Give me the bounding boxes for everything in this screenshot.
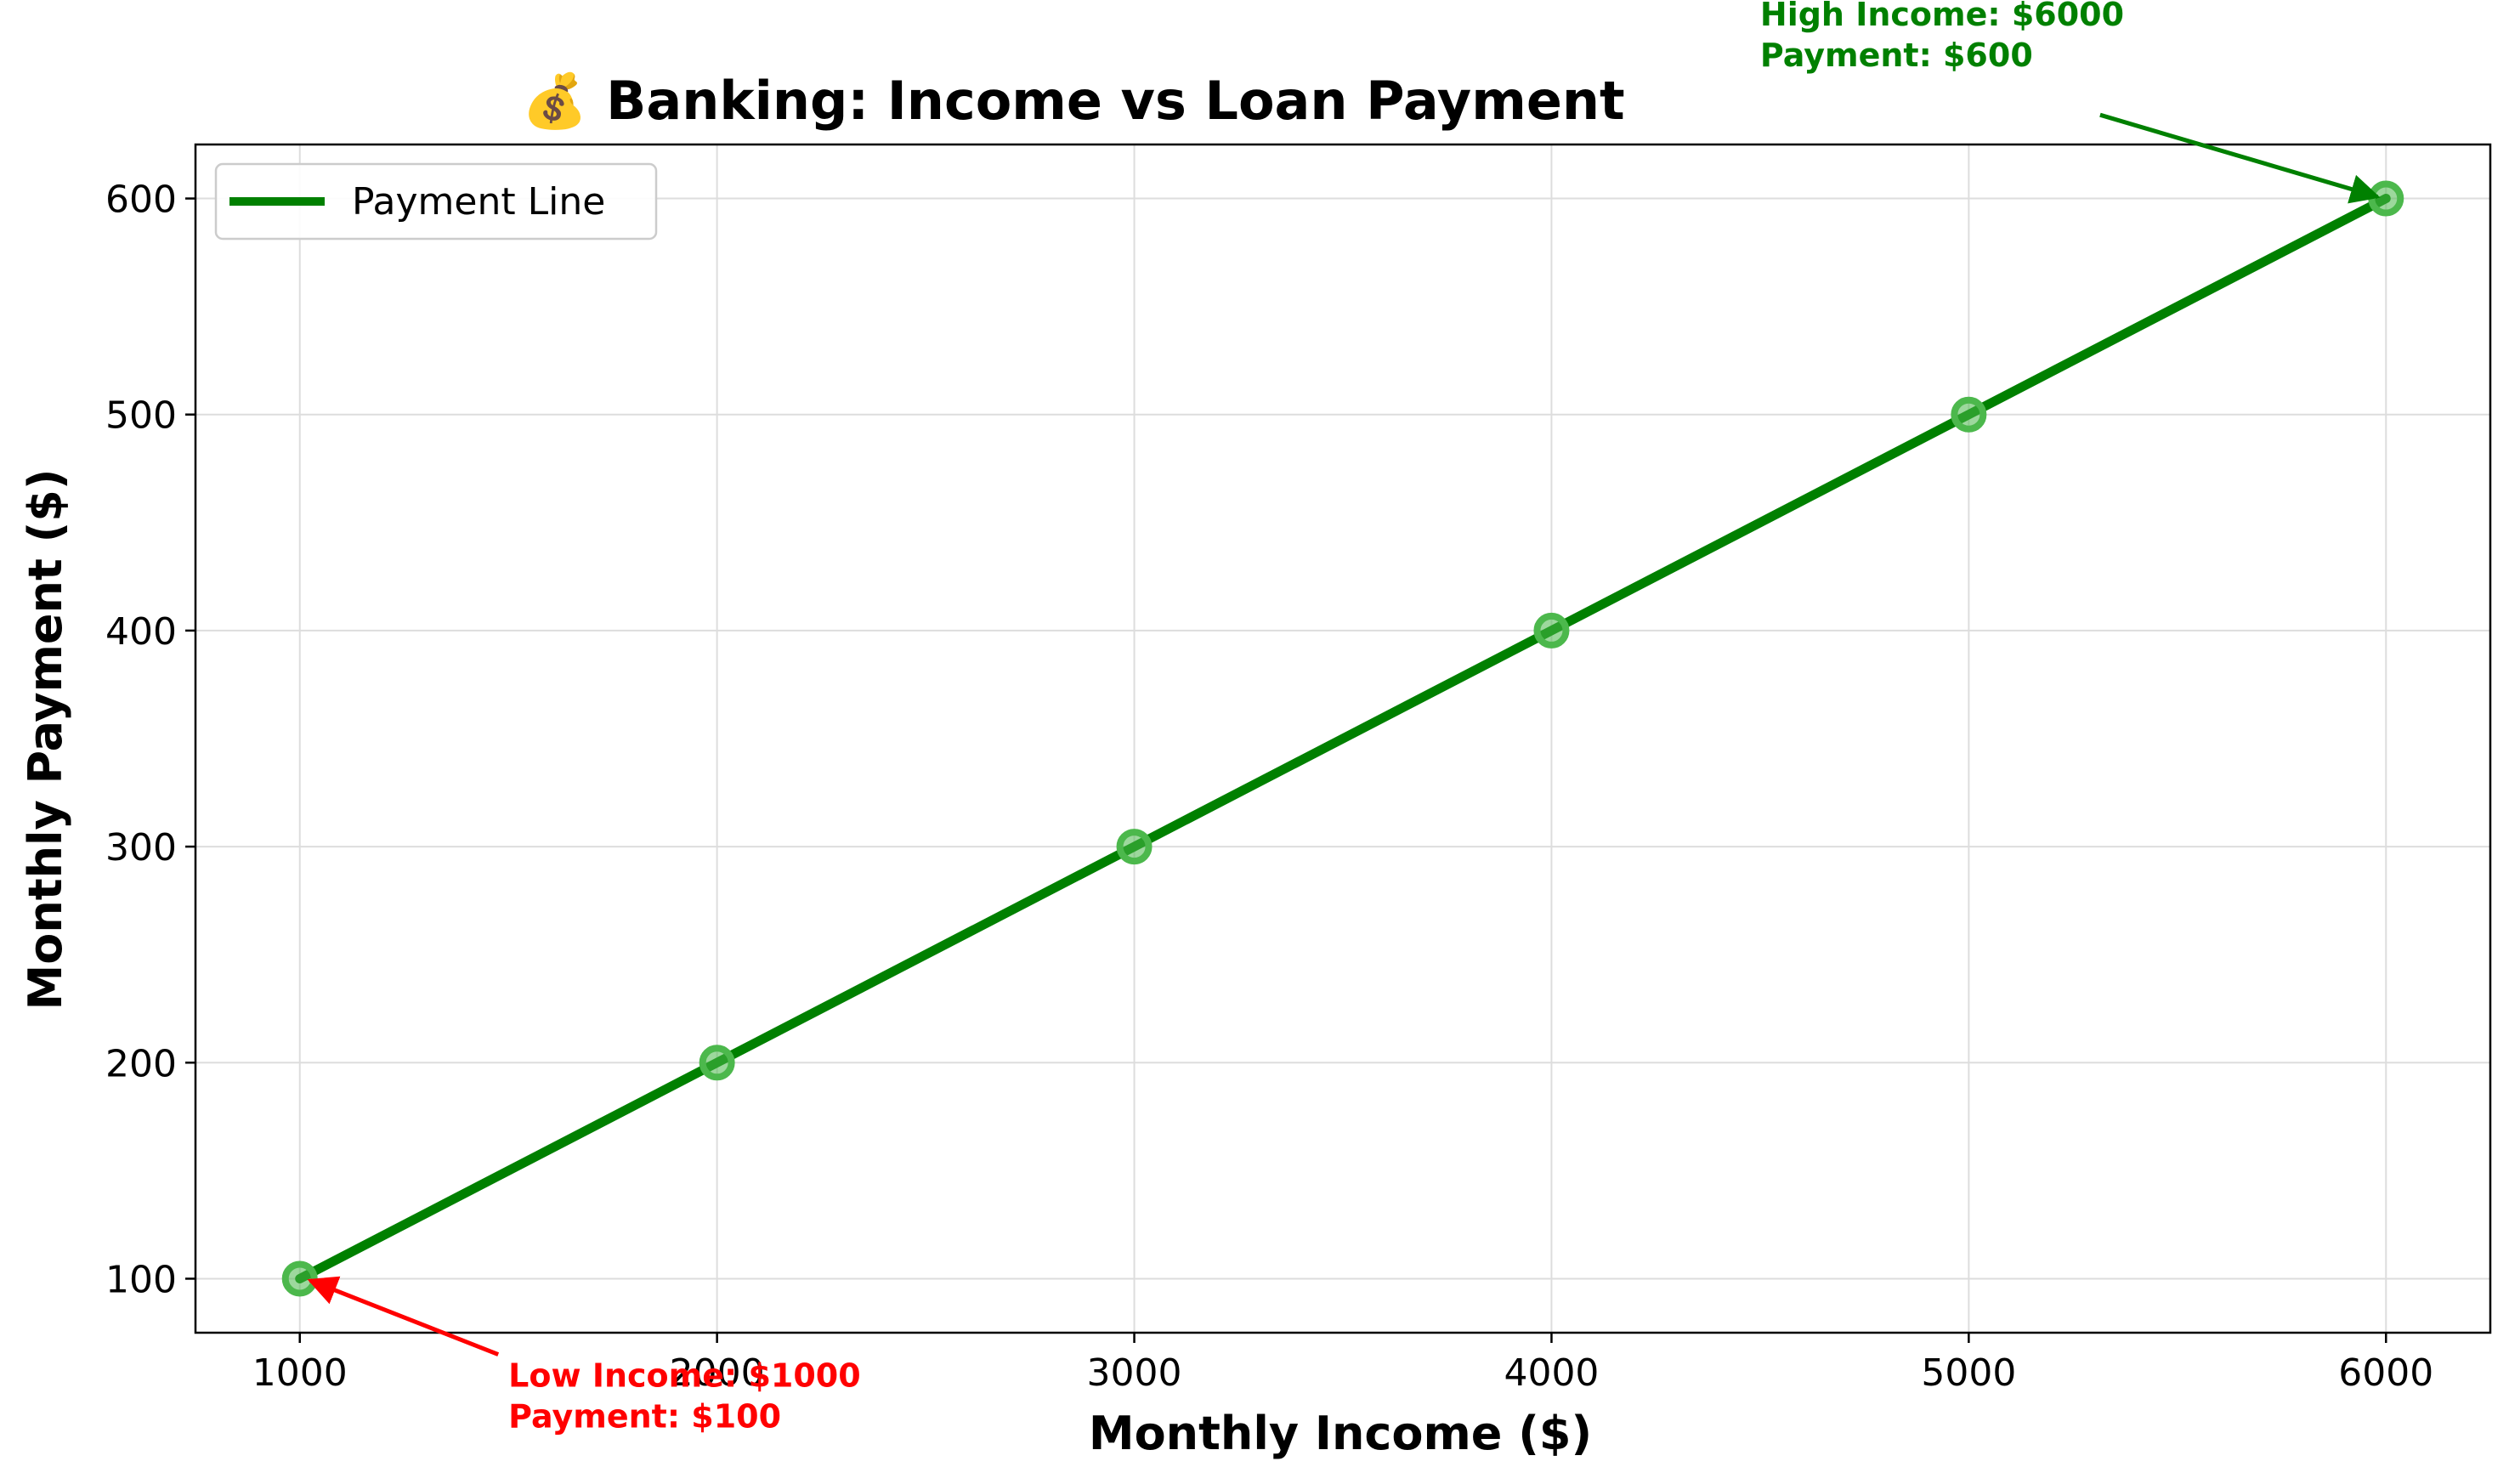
annotations-group: High Income: $6000 Payment: $600 Low Incom…	[307, 0, 2381, 1436]
x-tick-label: 1000	[252, 1351, 348, 1395]
legend-box	[214, 162, 658, 241]
annotation-text: Low Income: $1000	[508, 1357, 860, 1395]
plot-area-frame	[194, 143, 2492, 1334]
x-axis-label: Monthly Income ($)	[1089, 1407, 1592, 1460]
y-tick-label: 400	[105, 610, 177, 654]
x-tick-label: 3000	[1087, 1351, 1182, 1395]
y-tick-label: 300	[105, 826, 177, 869]
y-tick-label: 200	[105, 1042, 177, 1085]
annotation-text: High Income: $6000	[1760, 0, 2124, 33]
y-axis-label: Monthly Payment ($)	[19, 468, 72, 1010]
data-point	[1951, 396, 1987, 433]
data-point	[699, 1045, 735, 1081]
y-tick-label: 100	[105, 1258, 177, 1301]
x-tick-label: 2000	[670, 1351, 765, 1395]
x-axis-ticks: 1000 2000 3000 4000 5000 6000	[252, 1333, 2433, 1395]
x-tick-label: 5000	[1921, 1351, 2016, 1395]
series-line	[295, 194, 2391, 1283]
x-tick-label: 6000	[2338, 1351, 2433, 1395]
series-group	[281, 180, 2404, 1297]
legend: Payment Line	[214, 162, 658, 241]
chart-title: 💰 Banking: Income vs Loan Payment	[522, 70, 1624, 133]
data-point	[1116, 829, 1153, 865]
data-point	[1533, 612, 1570, 649]
y-tick-label: 600	[105, 178, 177, 222]
annotation-arrow	[307, 1276, 500, 1357]
annotation-arrow	[2099, 112, 2381, 204]
y-tick-label: 500	[105, 394, 177, 438]
x-tick-label: 4000	[1504, 1351, 1599, 1395]
y-axis-ticks: 100 200 300 400 500 600	[105, 178, 195, 1301]
grid-lines	[195, 144, 2490, 1333]
legend-entry-label: Payment Line	[352, 180, 605, 224]
data-point	[281, 1260, 318, 1297]
annotation-text: Payment: $600	[1760, 37, 2033, 74]
annotation-text: Payment: $100	[508, 1398, 781, 1436]
